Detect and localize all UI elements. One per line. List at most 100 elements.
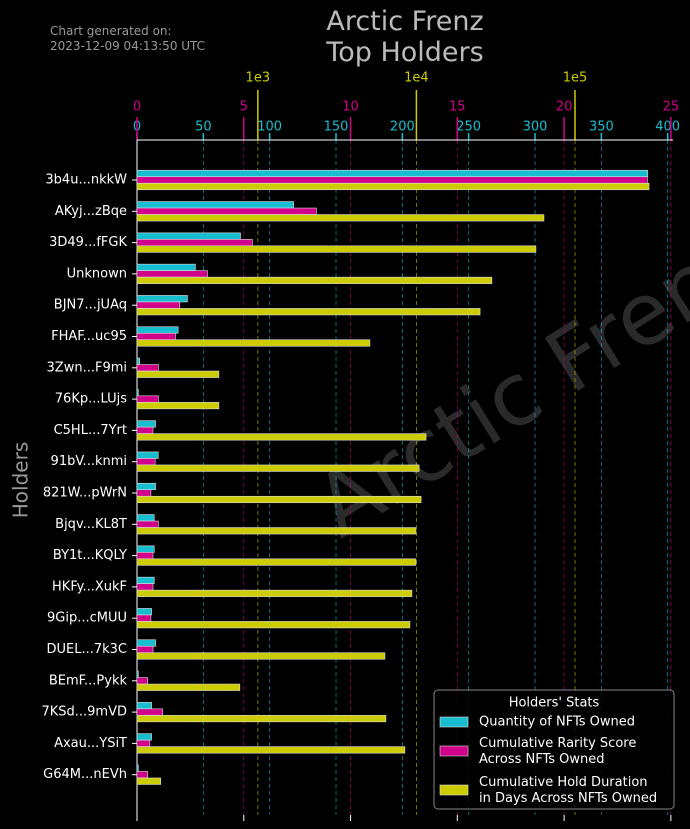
bar — [136, 332, 176, 341]
bar — [136, 301, 181, 309]
bar — [136, 670, 139, 678]
y-tick-label: 7KSd...9mVD — [41, 705, 127, 720]
y-tick-label: 3b4u...nkkW — [45, 173, 127, 188]
y-tick-label: Unknown — [67, 266, 127, 281]
bar — [136, 583, 154, 591]
x-tick-label: 5 — [240, 100, 248, 115]
bar — [136, 677, 148, 685]
legend-box — [433, 689, 675, 810]
bar — [136, 589, 413, 597]
bar — [136, 263, 196, 271]
bar — [136, 482, 156, 491]
bar — [136, 771, 148, 779]
bar — [136, 458, 156, 466]
bar — [136, 176, 648, 184]
legend-label: Quantity of NFTs Owned — [479, 715, 635, 730]
y-tick-label: BY1t...KQLY — [53, 548, 127, 563]
bar — [136, 764, 139, 772]
bar — [136, 207, 317, 215]
bar — [136, 339, 371, 347]
x-tick-label: 25 — [663, 100, 680, 115]
bar — [136, 169, 649, 178]
bar — [136, 182, 650, 191]
x-tick-label: 300 — [523, 120, 548, 135]
annotation: Chart generated on: 2023-12-09 04:13:50 U… — [50, 24, 205, 53]
y-tick-label: 91bV...knmi — [51, 454, 127, 469]
bar — [136, 326, 179, 334]
x-tick-label: 350 — [589, 120, 614, 135]
legend-title: Holders' Stats — [509, 696, 600, 711]
bar — [136, 527, 417, 535]
y-tick-label: BEmF...Pykk — [49, 673, 128, 688]
chart-title: Arctic Frenz Top Holders — [325, 6, 483, 68]
bar — [136, 245, 537, 253]
bar — [136, 545, 155, 553]
bar — [136, 552, 154, 560]
bar — [136, 451, 159, 459]
bar — [136, 464, 420, 472]
bar — [136, 232, 241, 240]
bar — [136, 777, 161, 785]
y-tick-label: 3Zwn...F9mi — [47, 360, 127, 375]
bar — [136, 389, 139, 397]
bar — [136, 402, 220, 410]
bar — [136, 621, 411, 629]
x-tick-label: 1e4 — [404, 71, 429, 86]
y-tick-label: Bjqv...KL8T — [55, 517, 127, 532]
legend-label: Cumulative Hold Duration in Days Across N… — [479, 775, 657, 806]
y-tick-label: FHAF...uc95 — [51, 329, 127, 344]
bar — [136, 645, 154, 654]
bar — [136, 702, 152, 710]
x-tick-label: 150 — [324, 120, 349, 135]
y-tick-label: 9Gip...cMUU — [47, 611, 127, 626]
bar — [136, 739, 151, 747]
bar — [136, 495, 422, 504]
x-tick-label: 400 — [655, 120, 680, 135]
x-tick-label: 200 — [390, 120, 415, 135]
bar — [136, 270, 208, 278]
legend-label: Cumulative Rarity Score Across NFTs Owned — [479, 736, 636, 767]
bar — [136, 652, 386, 660]
x-tick-label: 1e5 — [563, 71, 588, 86]
bar — [136, 357, 140, 365]
legend-swatch — [439, 784, 469, 796]
bar — [136, 239, 253, 247]
x-tick-label: 50 — [195, 120, 212, 135]
bar — [136, 639, 156, 647]
bar — [136, 576, 155, 584]
bar — [136, 708, 163, 716]
bar — [136, 746, 406, 754]
x-tick-label: 250 — [456, 120, 481, 135]
bar — [136, 683, 241, 691]
bar — [136, 715, 387, 723]
bar — [136, 514, 155, 522]
y-tick-label: 821W...pWrN — [43, 486, 127, 501]
bar — [136, 608, 152, 616]
legend-swatch — [439, 745, 469, 757]
watermark: Arctic Frenz — [298, 207, 690, 557]
bar — [136, 614, 152, 622]
y-tick-label: Axau...YSiT — [54, 736, 127, 751]
y-tick-label: AKyj...zBqe — [55, 204, 127, 219]
x-tick-label: 20 — [556, 100, 573, 115]
x-tick-label: 100 — [257, 120, 282, 135]
bar — [136, 295, 188, 303]
bar — [136, 420, 156, 428]
y-axis-label: Holders — [9, 442, 33, 518]
y-tick-label: 3D49...fFGK — [49, 235, 127, 250]
bar — [136, 433, 427, 441]
bar — [136, 426, 154, 434]
y-tick-label: 76Kp...LUjs — [55, 392, 127, 407]
bar — [136, 370, 220, 378]
bar — [136, 201, 294, 209]
bar — [136, 214, 545, 222]
bar — [136, 558, 417, 566]
y-tick-label: G64M...nEVh — [43, 767, 127, 782]
x-tick-label: 15 — [449, 100, 466, 115]
x-tick-label: 0 — [133, 100, 141, 115]
bar — [136, 308, 481, 316]
y-tick-label: HKFy...XukF — [52, 579, 127, 594]
x-tick-label: 1e3 — [246, 71, 271, 86]
legend-swatch — [439, 716, 469, 728]
bar — [136, 276, 493, 284]
